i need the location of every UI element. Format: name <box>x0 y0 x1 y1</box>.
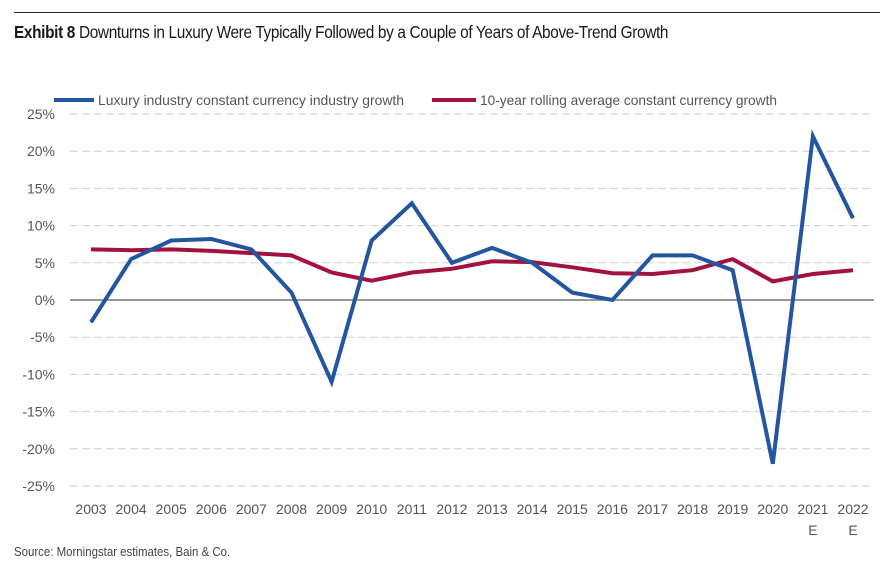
x-tick-label: 2011 <box>397 501 427 517</box>
x-tick-label: 2018 <box>677 501 708 517</box>
gridlines <box>70 113 874 487</box>
exhibit-label: Exhibit 8 <box>14 22 76 42</box>
x-tick-label: 2010 <box>356 501 387 517</box>
x-tick-label: 2019 <box>717 501 748 517</box>
x-tick-label: 2014 <box>517 501 548 517</box>
x-tick-label: 2020 <box>757 501 788 517</box>
x-tick-label: 2022 <box>837 501 868 517</box>
series-line-luxury-growth <box>89 129 855 465</box>
y-tick-label: 5% <box>35 255 55 271</box>
x-tick-label: 2004 <box>116 501 147 517</box>
x-tick-label: 2015 <box>557 501 588 517</box>
y-tick-label: -25% <box>22 478 55 494</box>
y-tick-label: 25% <box>27 106 55 122</box>
y-tick-label: -15% <box>22 404 55 420</box>
top-rule <box>14 12 880 13</box>
x-tick-label: 2003 <box>75 501 106 517</box>
x-tick-label: 2005 <box>156 501 187 517</box>
x-tick-label: 2008 <box>276 501 307 517</box>
x-axis-ticks: 2003 2004 2005 2006 2007 2008 2009 2010 2011 2012… <box>75 501 868 538</box>
y-axis-ticks: 25% 20% 15% 10% 5% 0% -5% -10% -15% -20% -25% <box>22 106 55 494</box>
x-tick-label: 2006 <box>196 501 227 517</box>
x-tick-label: 2013 <box>476 501 507 517</box>
y-tick-label: 15% <box>27 180 55 196</box>
y-tick-label: -20% <box>22 441 55 457</box>
x-tick-label: 2007 <box>236 501 267 517</box>
y-tick-label: -10% <box>22 366 55 382</box>
x-tick-label: 2016 <box>597 501 628 517</box>
x-tick-label: 2012 <box>436 501 467 517</box>
series-lines <box>89 129 855 465</box>
x-tick-label: 2021 <box>797 501 828 517</box>
legend-label-luxury-growth: Luxury industry constant currency indust… <box>98 92 404 108</box>
x-tick-label: 2009 <box>316 501 347 517</box>
y-tick-label: 0% <box>35 292 55 308</box>
y-tick-label: 10% <box>27 218 55 234</box>
title-text: Downturns in Luxury Were Typically Follo… <box>78 22 669 42</box>
y-tick-label: 20% <box>27 143 55 159</box>
x-tick-sublabel: E <box>848 522 857 538</box>
series-line-rolling-average <box>90 247 854 284</box>
source-note: Source: Morningstar estimates, Bain & Co… <box>14 544 231 559</box>
legend: Luxury industry constant currency indust… <box>54 92 777 108</box>
x-tick-sublabel: E <box>808 522 817 538</box>
legend-label-rolling-average: 10-year rolling average constant currenc… <box>480 92 777 108</box>
chart-title: Exhibit 8 Downturns in Luxury Were Typic… <box>14 22 668 43</box>
x-tick-label: 2017 <box>637 501 668 517</box>
y-tick-label: -5% <box>30 329 55 345</box>
